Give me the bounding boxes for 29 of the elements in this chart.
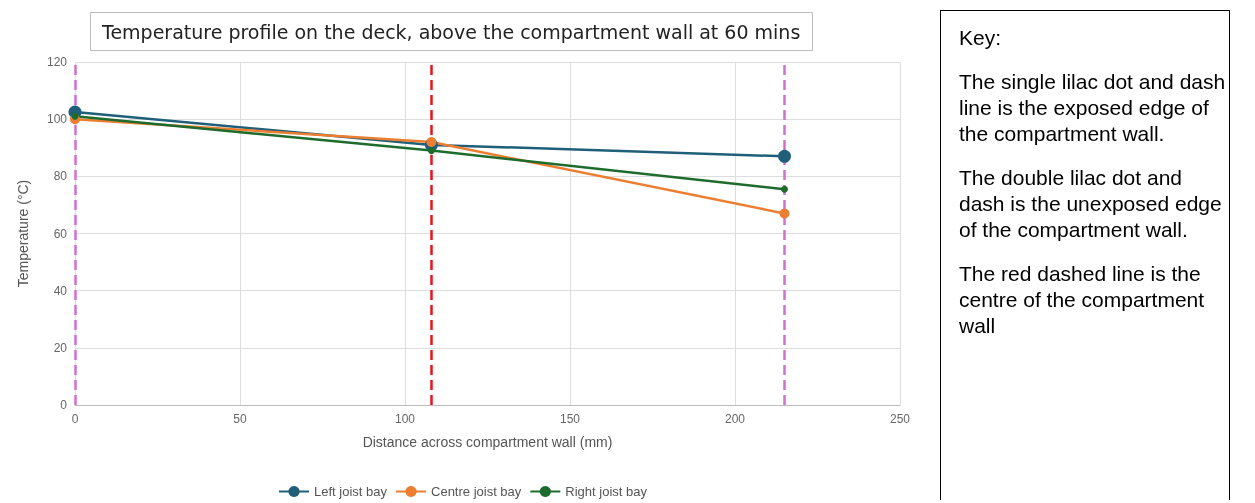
point xyxy=(778,149,791,163)
legend-label: Right joist bay xyxy=(565,484,648,499)
y-tick-label: 40 xyxy=(53,283,68,298)
point xyxy=(427,147,435,155)
y-tick-label: 80 xyxy=(53,169,68,184)
point xyxy=(71,112,79,120)
point xyxy=(781,185,788,193)
y-tick-label: 100 xyxy=(46,112,68,127)
point xyxy=(779,208,790,219)
legend-label: Centre joist bay xyxy=(431,484,522,499)
y-tick-label: 20 xyxy=(53,340,68,355)
text: Key: xyxy=(959,25,1003,51)
legend-label: Left joist bay xyxy=(314,484,388,499)
x-tick-label: 150 xyxy=(559,412,581,426)
x-axis-title: Distance across compartment wall (mm) xyxy=(362,434,613,450)
x-tick-label: 100 xyxy=(394,412,416,426)
x-tick-label: 0 xyxy=(71,412,79,426)
text: The red dashed line is the centre of the compartment wall xyxy=(959,261,1206,339)
y-axis-title: Temperature (°C) xyxy=(15,179,31,288)
y-tick-label: 60 xyxy=(53,226,68,241)
text: The double lilac dot and dash is the unexposed edge of the compartment wall. xyxy=(959,165,1223,243)
x-tick-label: 250 xyxy=(889,412,911,426)
point xyxy=(426,137,437,148)
y-tick-label: 0 xyxy=(60,398,68,412)
y-tick-label: 120 xyxy=(46,55,68,69)
chart-title: Temperature profile on the deck, above the compartment wall at 60 mins xyxy=(101,20,801,43)
text: The single lilac dot and dash line is the exposed edge of the compartment wall. xyxy=(959,69,1227,147)
x-tick-label: 50 xyxy=(233,412,247,426)
x-tick-label: 200 xyxy=(724,412,746,426)
